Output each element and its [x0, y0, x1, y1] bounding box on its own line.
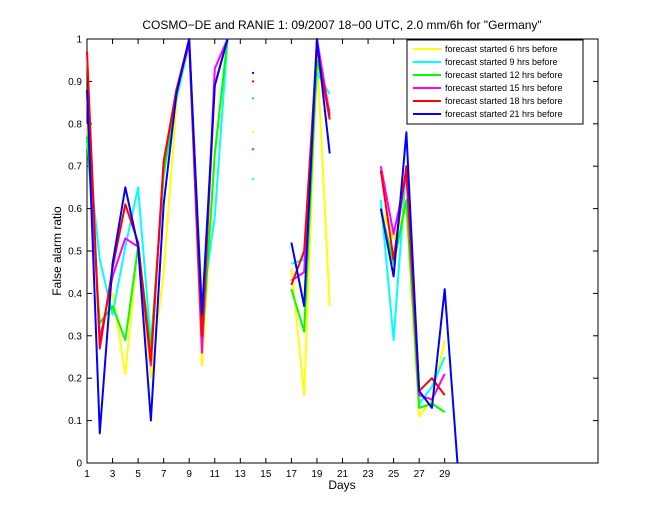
x-axis-label: Days	[328, 478, 355, 492]
legend-label: forecast started 9 hrs before	[445, 57, 558, 67]
legend-label: forecast started 15 hrs before	[445, 83, 563, 93]
y-axis-label: False alarm ratio	[50, 206, 64, 296]
data-point	[252, 97, 255, 100]
legend-item: forecast started 12 hrs before	[413, 70, 563, 80]
data-point	[252, 177, 255, 180]
y-tick-label: 0.1	[68, 416, 82, 427]
data-point	[252, 131, 255, 134]
x-tick-label: 19	[311, 469, 323, 480]
x-tick-label: 5	[135, 469, 141, 480]
chart-title: COSMO−DE and RANIE 1: 09/2007 18−00 UTC,…	[142, 18, 541, 32]
legend-item: forecast started 18 hrs before	[413, 96, 563, 106]
legend-item: forecast started 6 hrs before	[413, 44, 558, 54]
y-tick-label: 1	[76, 35, 82, 46]
x-tick-label: 13	[235, 469, 247, 480]
x-tick-label: 21	[337, 469, 349, 480]
series-line	[86, 38, 459, 464]
x-tick-label: 15	[260, 469, 272, 480]
y-tick-label: 0.3	[68, 331, 82, 342]
series-segment	[290, 46, 331, 286]
legend-label: forecast started 21 hrs before	[445, 109, 563, 119]
y-tick-label: 0.4	[68, 289, 82, 300]
series-segment	[290, 50, 331, 397]
data-point	[252, 71, 255, 74]
x-tick-label: 23	[362, 469, 374, 480]
x-tick-label: 3	[110, 469, 116, 480]
plot-area: 1 3 5 7 9 11 13 15 17 19 21 23 25 27 2900.10.20.30.40.…	[68, 35, 599, 480]
x-tick-label: 7	[161, 469, 167, 480]
legend-item: forecast started 21 hrs before	[413, 109, 563, 119]
y-tick-label: 0.8	[68, 119, 82, 130]
y-tick-label: 0	[76, 459, 82, 470]
x-tick-label: 29	[439, 469, 451, 480]
series-segment	[290, 38, 331, 308]
legend-label: forecast started 12 hrs before	[445, 70, 563, 80]
x-tick-label: 9	[186, 469, 192, 480]
x-tick-label: 27	[414, 469, 426, 480]
y-tick-label: 0.6	[68, 204, 82, 215]
legend-label: forecast started 6 hrs before	[445, 44, 558, 54]
x-tick-label: 25	[388, 469, 400, 480]
x-tick-label: 1	[84, 469, 90, 480]
y-tick-label: 0.7	[68, 162, 82, 173]
series-segment	[86, 38, 229, 435]
legend-box	[406, 39, 584, 125]
series-segment	[379, 131, 459, 464]
x-tick-label: 17	[286, 469, 298, 480]
x-tick-label: 11	[210, 469, 221, 480]
legend-item: forecast started 9 hrs before	[413, 57, 558, 67]
y-tick-label: 0.5	[68, 247, 82, 258]
legend-label: forecast started 18 hrs before	[445, 96, 563, 106]
legend: forecast started 6 hrs before forecast st…	[406, 39, 584, 125]
legend-item: forecast started 15 hrs before	[413, 83, 563, 93]
series-segment	[379, 199, 446, 413]
y-tick-label: 0.9	[68, 77, 82, 88]
data-point	[252, 80, 255, 83]
data-point	[252, 148, 255, 151]
y-tick-label: 0.2	[68, 374, 82, 385]
